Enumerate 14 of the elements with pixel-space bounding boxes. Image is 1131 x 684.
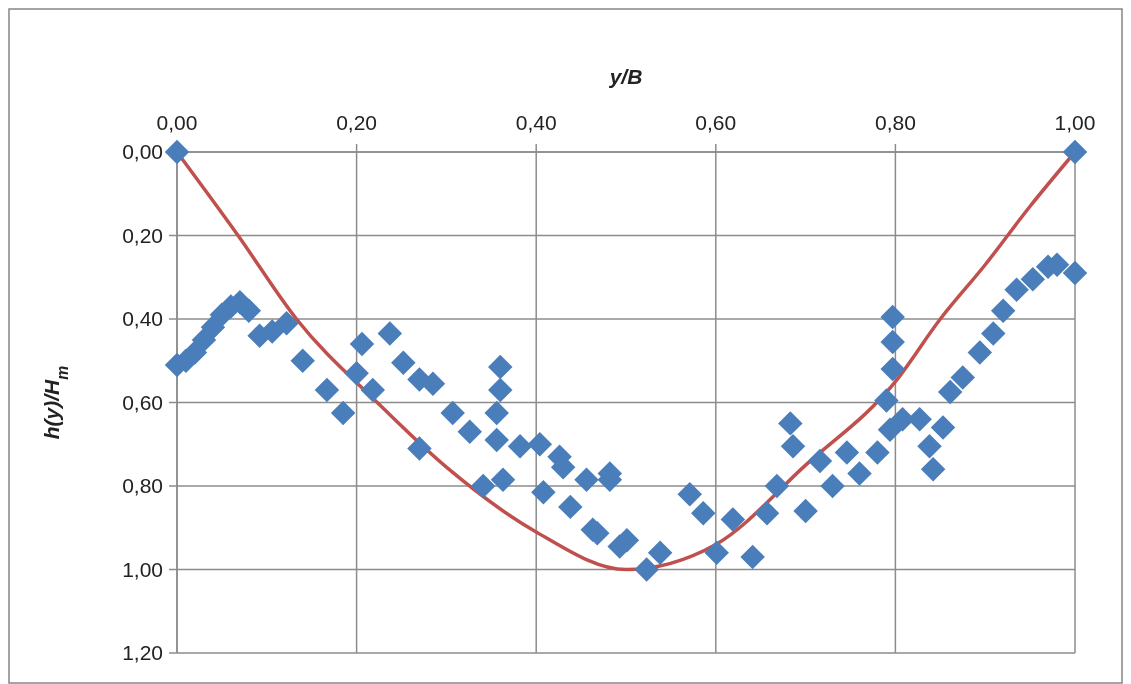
y-tick-label: 0,00 [122, 140, 163, 164]
x-tick-label: 0,20 [336, 111, 378, 134]
x-tick-label: 0,80 [874, 111, 916, 134]
x-tick-label: 0,40 [515, 111, 557, 134]
y-tick-label: 0,40 [122, 307, 163, 331]
y-tick-label: 1,20 [122, 641, 163, 665]
x-tick-label: 0,00 [156, 111, 198, 134]
x-tick-label: 0,60 [695, 111, 737, 134]
y-tick-label: 0,20 [122, 223, 163, 247]
x-axis-title: y/B [608, 65, 643, 88]
x-tick-label: 1,00 [1054, 111, 1096, 134]
y-tick-label: 1,00 [122, 557, 163, 581]
y-tick-label: 0,80 [122, 474, 163, 498]
y-tick-label: 0,60 [122, 390, 163, 414]
